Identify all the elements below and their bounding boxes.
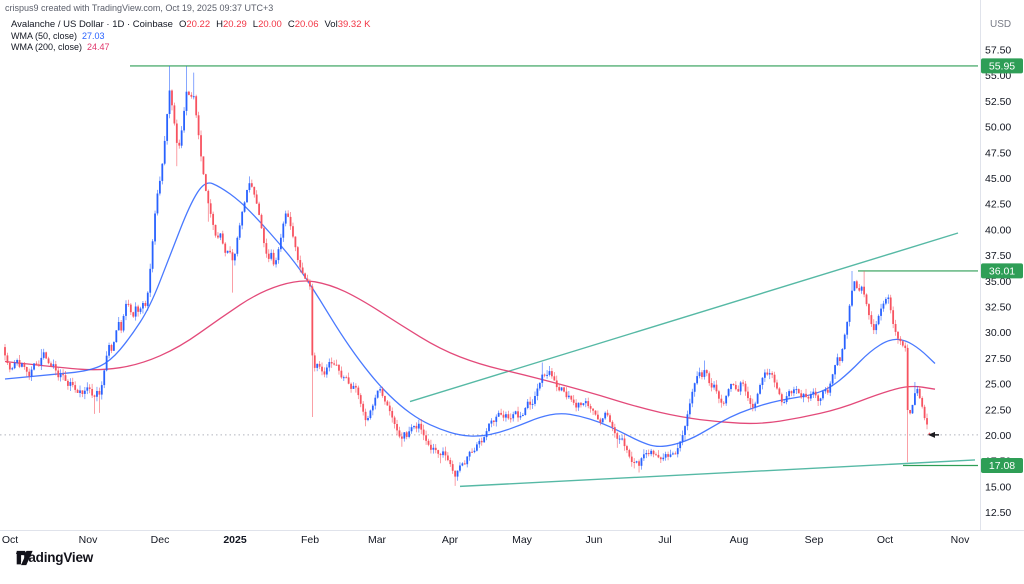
time-tick-label: 2025 bbox=[223, 534, 247, 546]
price-tick-label: 35.00 bbox=[985, 276, 1011, 288]
ohlc-values: O20.22 H20.29 L20.00 C20.06 Vol39.32 K bbox=[173, 19, 371, 30]
price-tick-label: 42.50 bbox=[985, 199, 1011, 211]
price-level-badge bbox=[981, 58, 1023, 74]
time-axis[interactable] bbox=[0, 530, 1024, 552]
volume-label: Vol bbox=[324, 19, 338, 30]
price-tick-label: 30.00 bbox=[985, 327, 1011, 339]
time-tick-label: Oct bbox=[877, 534, 893, 546]
time-tick-label: Sep bbox=[805, 534, 824, 546]
candles bbox=[4, 65, 931, 486]
trendline-lower bbox=[459, 459, 976, 488]
price-tick-label: 50.00 bbox=[985, 122, 1011, 134]
symbol-title: Avalanche / US Dollar · 1D · Coinbase bbox=[11, 19, 173, 30]
time-tick-label: Nov bbox=[79, 534, 98, 546]
time-tick-label: Jul bbox=[658, 534, 671, 546]
ohlc-label: C bbox=[287, 19, 295, 30]
symbol-header[interactable]: Avalanche / US Dollar · 1D · Coinbase O20… bbox=[11, 19, 370, 30]
time-tick-label: Jun bbox=[586, 534, 603, 546]
wma200-line bbox=[4, 280, 936, 425]
price-tick-label: 57.50 bbox=[985, 45, 1011, 57]
tradingview-logo-icon bbox=[16, 550, 33, 566]
price-level-badge-text: 17.08 bbox=[989, 460, 1015, 472]
ohlc-label: O bbox=[178, 19, 187, 30]
volume-value: 39.32 K bbox=[337, 19, 371, 30]
price-tick-label: 12.50 bbox=[985, 507, 1011, 519]
time-tick-label: Aug bbox=[730, 534, 749, 546]
ohlc-value: 20.29 bbox=[222, 19, 247, 30]
ohlc-value: 20.00 bbox=[258, 19, 282, 30]
ohlc-label: L bbox=[252, 19, 259, 30]
tradingview-logo-text: TradingView bbox=[16, 550, 94, 565]
time-tick-label: Mar bbox=[368, 534, 387, 546]
price-level-badge-text: 36.01 bbox=[989, 265, 1015, 277]
ohlc-value: 20.06 bbox=[294, 19, 319, 30]
price-tick-label: 32.50 bbox=[985, 302, 1011, 314]
time-tick-label: Dec bbox=[151, 534, 170, 546]
price-tick-label: 47.50 bbox=[985, 147, 1011, 159]
price-tick-label: 52.50 bbox=[985, 96, 1011, 108]
time-tick-label: Apr bbox=[442, 534, 459, 546]
tradingview-logo[interactable]: TradingView bbox=[16, 550, 94, 566]
indicator-label: WMA (200, close) bbox=[11, 42, 83, 52]
price-tick-label: 40.00 bbox=[985, 224, 1011, 236]
last-price-marker bbox=[928, 431, 939, 438]
ohlc-value: 20.22 bbox=[186, 19, 211, 30]
price-tick-label: 20.00 bbox=[985, 430, 1011, 442]
time-tick-label: Nov bbox=[951, 534, 970, 546]
wma50-line bbox=[4, 182, 936, 448]
time-tick-label: Feb bbox=[301, 534, 319, 546]
time-tick-label: May bbox=[512, 534, 533, 546]
indicator-wma50-legend[interactable]: WMA (50, close) 27.03 bbox=[11, 31, 105, 41]
price-axis[interactable] bbox=[978, 0, 1024, 530]
price-tick-label: 22.50 bbox=[985, 404, 1011, 416]
price-tick-label: 45.00 bbox=[985, 173, 1011, 185]
price-level-badge-text: 55.95 bbox=[989, 60, 1015, 72]
time-tick-label: Oct bbox=[2, 534, 18, 546]
indicator-value: 24.47 bbox=[87, 42, 110, 52]
price-level-badge bbox=[981, 263, 1023, 279]
ohlc-label: H bbox=[216, 19, 223, 30]
currency-label: USD bbox=[990, 19, 1011, 30]
trendline-upper bbox=[409, 232, 959, 403]
attribution-text: crispus9 created with TradingView.com, O… bbox=[5, 3, 274, 13]
price-tick-label: 15.00 bbox=[985, 481, 1011, 493]
indicator-value: 27.03 bbox=[82, 31, 105, 41]
price-level-badge bbox=[981, 458, 1023, 473]
price-tick-label: 37.50 bbox=[985, 250, 1011, 262]
price-tick-label: 25.00 bbox=[985, 379, 1011, 391]
indicator-wma200-legend[interactable]: WMA (200, close) 24.47 bbox=[11, 42, 110, 52]
indicator-label: WMA (50, close) bbox=[11, 31, 78, 41]
price-tick-label: 27.50 bbox=[985, 353, 1011, 365]
